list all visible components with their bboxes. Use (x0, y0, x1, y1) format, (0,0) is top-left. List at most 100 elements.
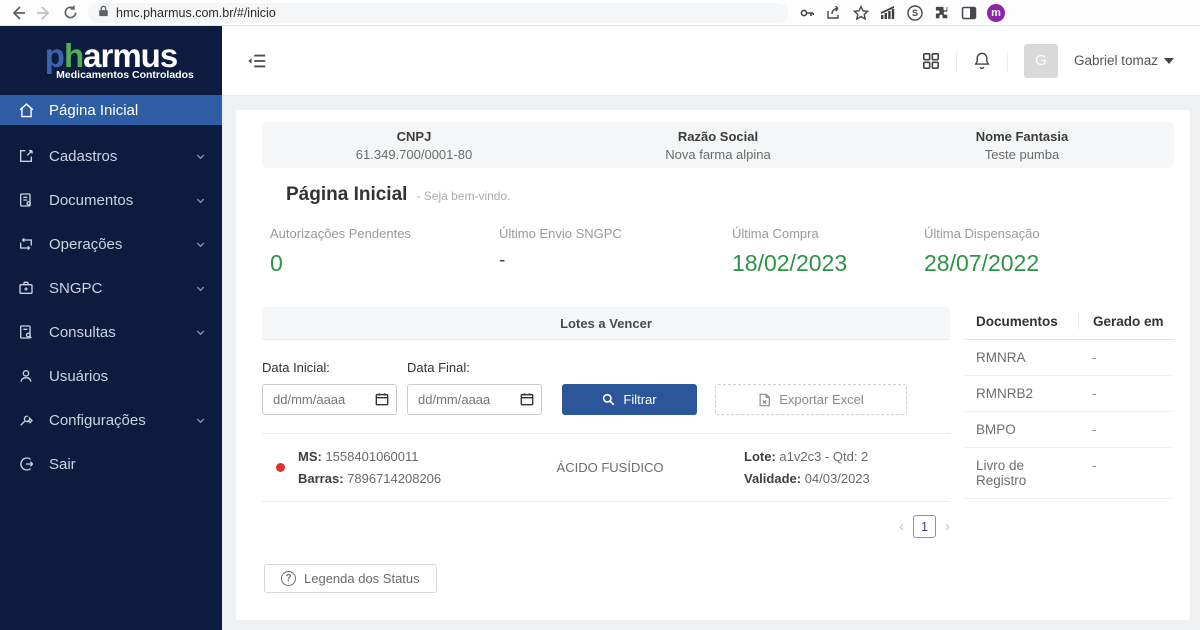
question-circle-icon: ? (281, 571, 296, 586)
app-frame: pharmus Medicamentos Controlados Página … (0, 26, 1200, 630)
doc-row-livro-de-registro[interactable]: Livro de Registro - (964, 448, 1174, 499)
doc-row-rmnra[interactable]: RMNRA - (964, 340, 1174, 376)
nome-fantasia-label: Nome Fantasia (975, 128, 1069, 144)
body-row: Lotes a Vencer Data Inicial: (262, 307, 1174, 593)
logout-icon (18, 456, 35, 473)
bell-icon[interactable] (973, 51, 991, 70)
briefcase-icon (18, 280, 35, 297)
ms-barras-cell: MS: 1558401060011 Barras: 7896714208206 (298, 449, 442, 486)
filters-row: Data Inicial: Data Final: (262, 360, 950, 415)
produto-cell: ÁCIDO FUSÍDICO (556, 460, 664, 475)
pagination-page-1[interactable]: 1 (913, 515, 936, 538)
skype-icon[interactable]: S (906, 4, 923, 21)
cnpj-block: CNPJ 61.349.700/0001-80 (262, 122, 566, 168)
data-final-label: Data Final: (407, 360, 470, 375)
sidebar-item-pagina-inicial[interactable]: Página Inicial (0, 95, 222, 125)
page-subtitle: - Seja bem-vindo. (416, 189, 511, 203)
data-final-field: Data Final: (407, 360, 542, 415)
cnpj-label: CNPJ (396, 128, 432, 144)
browser-profile-avatar[interactable]: m (987, 3, 1005, 22)
sidebar-item-consultas[interactable]: Consultas (0, 317, 222, 347)
stat-value: 28/07/2022 (924, 250, 1040, 276)
data-final-input[interactable] (407, 384, 542, 415)
key-icon[interactable] (798, 4, 815, 21)
lote-table-row[interactable]: MS: 1558401060011 Barras: 7896714208206 … (262, 433, 950, 502)
back-icon[interactable] (10, 5, 26, 21)
sidebar-item-label: Usuários (49, 367, 109, 385)
calendar-icon[interactable] (520, 392, 534, 411)
content-area: CNPJ 61.349.700/0001-80 Razão Social Nov… (222, 96, 1200, 630)
address-bar[interactable]: hmc.pharmus.com.br/#/inicio (88, 2, 788, 23)
calendar-icon[interactable] (375, 392, 389, 411)
sidebar-item-label: Consultas (49, 323, 116, 341)
apps-grid-icon[interactable] (922, 52, 940, 70)
filtrar-button[interactable]: Filtrar (562, 384, 697, 415)
chevron-down-icon (195, 195, 206, 206)
documentos-table-header: Documentos Gerado em (964, 307, 1174, 340)
stat-ultima-dispensacao: Última Dispensação 28/07/2022 (924, 226, 1040, 276)
forward-icon[interactable] (36, 5, 52, 21)
data-inicial-input[interactable] (262, 384, 397, 415)
puzzle-icon[interactable] (933, 4, 950, 21)
chevron-down-icon (195, 415, 206, 426)
reload-icon[interactable] (62, 5, 78, 21)
sidebar-item-configuracoes[interactable]: Configurações (0, 405, 222, 435)
pagination-prev[interactable]: ‹ (899, 518, 904, 535)
url-text: hmc.pharmus.com.br/#/inicio (116, 5, 276, 20)
lotes-a-vencer-section: Lotes a Vencer Data Inicial: (262, 307, 950, 593)
logo-part-rest: armus (83, 36, 178, 74)
exportar-excel-label: Exportar Excel (779, 392, 864, 407)
excel-file-icon (758, 393, 771, 407)
stat-ultimo-envio-sngpc: Último Envio SNGPC - (499, 226, 732, 277)
panel-icon[interactable] (960, 4, 977, 21)
validade-value: 04/03/2023 (804, 471, 870, 486)
legenda-status-button[interactable]: ? Legenda dos Status (264, 564, 437, 593)
sidebar-item-label: Documentos (49, 191, 134, 209)
wrench-icon (18, 412, 35, 429)
stat-ultima-compra: Última Compra 18/02/2023 (732, 226, 924, 277)
sidebar-item-sair[interactable]: Sair (0, 449, 222, 479)
user-avatar[interactable]: G (1023, 43, 1058, 78)
share-icon[interactable] (825, 4, 842, 21)
chevron-down-icon (195, 151, 206, 162)
stat-value: 0 (270, 250, 283, 276)
sidebar-item-usuarios[interactable]: Usuários (0, 361, 222, 391)
lote-validade-cell: Lote: a1v2c3 - Qtd: 2 Validade: 04/03/20… (744, 449, 870, 486)
logo-part-h: h (63, 36, 84, 74)
sidebar-item-label: Operações (49, 235, 123, 253)
nome-fantasia-block: Nome Fantasia Teste pumba (870, 122, 1174, 168)
user-icon (18, 368, 35, 385)
svg-text:S: S (911, 8, 917, 18)
cnpj-value: 61.349.700/0001-80 (355, 146, 473, 162)
sidebar-item-operacoes[interactable]: Operações (0, 229, 222, 259)
caret-down-icon (1164, 57, 1174, 64)
search-icon (602, 393, 615, 406)
topbar: G Gabriel tomaz (222, 26, 1200, 96)
sidebar-item-documentos[interactable]: Documentos (0, 185, 222, 215)
chevron-down-icon (195, 283, 206, 294)
doc-row-bmpo[interactable]: BMPO - (964, 412, 1174, 448)
filtrar-label: Filtrar (623, 392, 657, 407)
operations-icon (18, 236, 35, 253)
collapse-menu-icon[interactable] (244, 48, 270, 74)
pagination: ‹ 1 › (262, 515, 950, 538)
user-name: Gabriel tomaz (1073, 53, 1158, 68)
sidebar-item-label: Sair (49, 455, 76, 473)
sidebar-item-sngpc[interactable]: SNGPC (0, 273, 222, 303)
sidebar-item-cadastros[interactable]: Cadastros (0, 141, 222, 171)
doc-row-rmnrb2[interactable]: RMNRB2 - (964, 376, 1174, 412)
sidebar-item-label: Cadastros (49, 147, 118, 165)
sidebar-item-label: Configurações (49, 411, 146, 429)
stats-row: Autorizações Pendentes 0 Último Envio SN… (270, 226, 1174, 277)
pharmus-logo[interactable]: pharmus Medicamentos Controlados (0, 26, 222, 95)
main-column: G Gabriel tomaz CNPJ 61.349.700/0001-80 … (222, 26, 1200, 630)
pagination-next[interactable]: › (945, 518, 950, 535)
exportar-excel-button[interactable]: Exportar Excel (715, 384, 907, 415)
file-search-icon (18, 324, 35, 341)
stats-icon[interactable] (879, 4, 896, 21)
user-menu[interactable]: Gabriel tomaz (1074, 53, 1174, 68)
star-icon[interactable] (852, 4, 869, 21)
document-icon (18, 192, 35, 209)
company-info-bar: CNPJ 61.349.700/0001-80 Razão Social Nov… (262, 122, 1174, 168)
nome-fantasia-value: Teste pumba (984, 146, 1060, 162)
